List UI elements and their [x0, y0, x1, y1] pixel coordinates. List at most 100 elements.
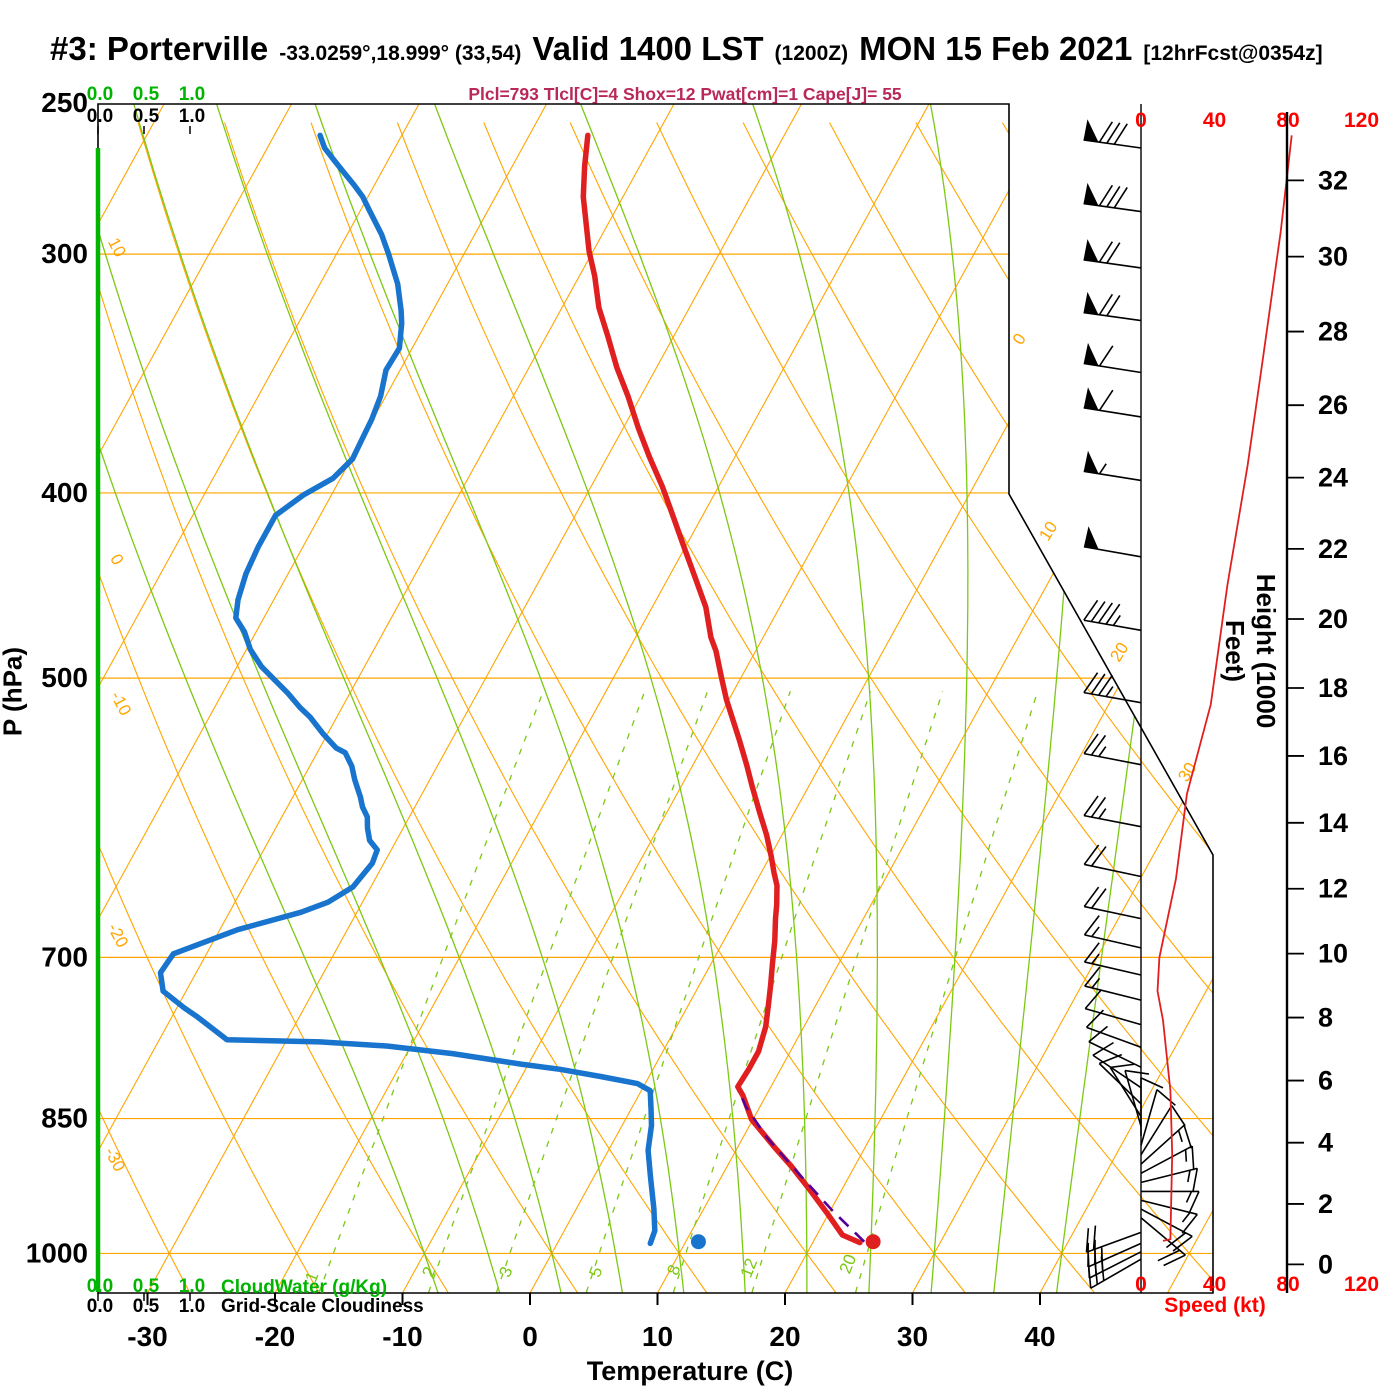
- cloudwater-scale-top-label: 0.0: [87, 84, 113, 105]
- wind-barb: [1083, 119, 1142, 149]
- wind-barb-shaft: [1084, 961, 1142, 976]
- wind-barb-feather: [1083, 733, 1099, 755]
- parcel-path: [739, 1093, 866, 1243]
- pressure-tick-label: 850: [41, 1103, 88, 1134]
- dry-adiabat-line: [829, 122, 1213, 1293]
- cloudiness-scale-bottom-label: 0.0: [87, 1296, 113, 1317]
- dry-adiabat-line: [98, 122, 191, 1293]
- wind-barb: [1083, 182, 1142, 213]
- mixing-ratio-line: [495, 691, 709, 1293]
- wind-barb-half-feather: [1112, 615, 1121, 626]
- wind-barb: [1083, 733, 1142, 766]
- wind-barb-shaft: [1140, 1208, 1193, 1238]
- wind-barb: [1140, 1167, 1199, 1193]
- height-tick-label: 24: [1318, 463, 1348, 493]
- height-axis-title: Height (1000 Feet): [1220, 573, 1281, 729]
- mixing-ratio-value-label: 8: [663, 1262, 684, 1278]
- wind-barb-feather: [1165, 1232, 1187, 1249]
- height-tick-label: 0: [1318, 1249, 1333, 1279]
- valid-time: Valid 1400 LST: [532, 30, 764, 67]
- pressure-tick-label: 700: [41, 941, 88, 972]
- wind-barb-feather: [1094, 1260, 1099, 1285]
- wind-barb-feather: [1083, 886, 1100, 908]
- cloudwater-scale-top-label: 0.5: [133, 84, 160, 105]
- wind-barb-feather: [1085, 1009, 1104, 1028]
- surface-temp-dot: [865, 1234, 881, 1250]
- isotherm-line: [98, 104, 292, 1293]
- pressure-tick-label: 250: [41, 87, 88, 118]
- wind-barb-half-feather: [1105, 686, 1114, 697]
- temp-tick-label: 0: [522, 1321, 538, 1352]
- wind-barb: [1083, 291, 1142, 322]
- mixing-ratio-line: [427, 691, 646, 1293]
- height-tick-label: 22: [1318, 534, 1348, 564]
- wind-barb-shaft: [1085, 1007, 1142, 1026]
- height-tick-label: 16: [1318, 741, 1348, 771]
- wind-barb-feather: [1110, 1063, 1135, 1069]
- wind-barb-half-feather: [1181, 1212, 1191, 1223]
- dry-adiabat-value-label: -10: [107, 688, 135, 719]
- dry-adiabat-line: [137, 122, 707, 1293]
- wind-barb-feather: [1183, 1125, 1193, 1149]
- wind-barb: [1083, 795, 1142, 828]
- moist-adiabat-line: [927, 104, 969, 1293]
- wind-barb-shaft: [1140, 1167, 1198, 1184]
- wind-barb-feather: [1171, 1105, 1186, 1127]
- speed-tick-label-top: 40: [1203, 109, 1226, 132]
- wind-barb-feather: [1106, 122, 1121, 144]
- wind-barb-shaft: [1140, 1217, 1186, 1256]
- cloudiness-scale-top-label: 0.5: [133, 106, 160, 127]
- speed-axis-title: Speed (kt): [1164, 1294, 1266, 1317]
- temp-tick-label: -30: [127, 1321, 167, 1352]
- wind-barb-shaft: [1088, 1251, 1142, 1279]
- wind-barb-feather: [1098, 1053, 1123, 1065]
- dewpoint-curve: [157, 132, 658, 1247]
- wind-barb-feather: [1181, 1213, 1198, 1234]
- wind-barb-half-feather: [1091, 977, 1101, 989]
- wind-barb: [1083, 239, 1142, 269]
- isotherm-value-label: 20: [1106, 639, 1132, 665]
- wind-barb: [1083, 942, 1142, 976]
- wind-barb: [1124, 1069, 1150, 1127]
- wind-barb-feather: [1092, 1041, 1114, 1056]
- height-tick-label: 18: [1318, 673, 1348, 703]
- temp-tick-label: -10: [382, 1321, 422, 1352]
- wind-barb-feather: [1098, 241, 1114, 263]
- wind-barb-feather: [1100, 1256, 1105, 1281]
- wind-barb: [1140, 1124, 1193, 1165]
- wind-barb-shaft: [1140, 1124, 1185, 1165]
- moist-adiabat-line: [429, 104, 746, 1293]
- wind-barb: [1083, 342, 1142, 374]
- station-coords: -33.0259°,18.999° (33,54): [279, 42, 522, 65]
- wind-barb-feather: [1124, 1069, 1150, 1075]
- isotherm-line: [402, 104, 1057, 1293]
- isotherm-line: [98, 104, 675, 1293]
- dry-adiabat-value-label: -20: [104, 920, 132, 951]
- wind-barb-feather: [1087, 1264, 1092, 1289]
- temp-tick-label: -20: [255, 1321, 295, 1352]
- mixing-ratio-value-label: 5: [585, 1264, 606, 1280]
- dry-adiabat-line: [915, 122, 1213, 1293]
- wind-barb-feather: [1083, 915, 1100, 936]
- sounding-indices: Plcl=793 Tlcl[C]=4 Shox=12 Pwat[cm]=1 Ca…: [468, 84, 902, 104]
- moist-adiabat-line: [993, 104, 1086, 1293]
- wind-barb-pennant: [1083, 526, 1099, 550]
- wind-barb: [1083, 886, 1142, 920]
- wind-barb: [1085, 1009, 1142, 1048]
- wind-barb-shaft: [1140, 1105, 1173, 1156]
- station-title: #3: Porterville: [50, 30, 269, 67]
- height-tick-label: 6: [1318, 1066, 1333, 1096]
- moist-adiabat-line: [310, 104, 685, 1293]
- cloudwater-scale-top-label: 1.0: [179, 84, 205, 105]
- wind-barb: [1088, 1025, 1142, 1068]
- pressure-tick-label: 400: [41, 477, 88, 508]
- wind-barb-feather: [1105, 603, 1121, 625]
- wind-barb-feather: [1156, 1089, 1176, 1106]
- wind-barb-feather: [1083, 672, 1099, 694]
- mixing-ratio-value-label: 20: [836, 1252, 861, 1277]
- height-tick-label: 12: [1318, 874, 1348, 904]
- wind-barb-feather: [1084, 966, 1101, 987]
- wind-barb-feather: [1083, 795, 1099, 817]
- surface-dewpoint-dot: [690, 1234, 706, 1250]
- cloudwater-scale-bottom-label: 0.5: [133, 1276, 160, 1297]
